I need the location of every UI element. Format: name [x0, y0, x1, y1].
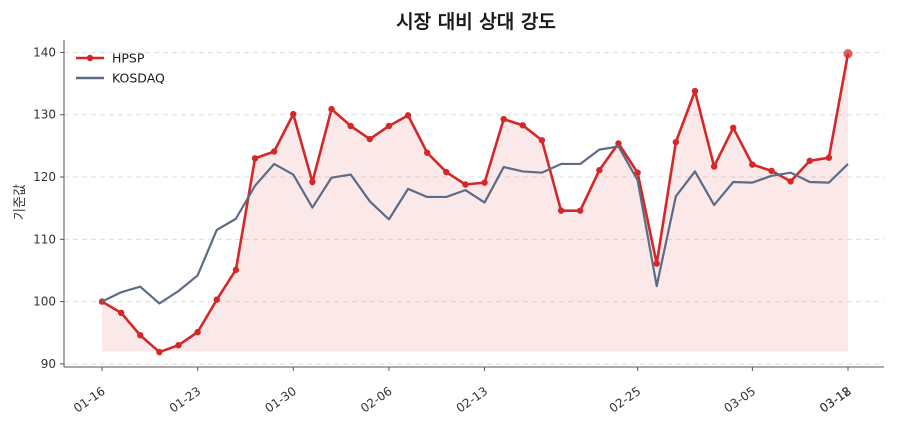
data-point-hpsp: [117, 309, 125, 317]
data-point-hpsp: [385, 122, 393, 130]
data-point-hpsp: [423, 149, 431, 156]
legend-label-kosdaq: KOSDAQ: [112, 71, 165, 86]
data-point-hpsp: [825, 154, 833, 161]
data-point-hpsp: [366, 135, 373, 143]
grid: [64, 51, 884, 365]
data-point-hpsp: [596, 166, 603, 174]
data-point-hpsp: [270, 148, 278, 155]
data-point-hpsp: [328, 105, 335, 113]
area-fill-layer: [102, 53, 848, 353]
data-point-hpsp: [213, 296, 220, 303]
data-point-hpsp: [404, 112, 412, 119]
data-point-hpsp: [691, 87, 699, 95]
x-tick-label: 03-05: [721, 384, 758, 415]
chart-title: 시장 대비 상대 강도: [396, 11, 556, 33]
data-point-hpsp: [557, 207, 565, 214]
data-point-hpsp: [290, 110, 297, 118]
data-point-hpsp: [251, 155, 259, 162]
data-point-hpsp: [806, 157, 813, 165]
data-point-hpsp: [500, 115, 507, 123]
legend: HPSP KOSDAQ: [76, 51, 165, 86]
x-tick-label: 03-18: [817, 384, 854, 415]
data-point-hpsp: [156, 348, 163, 356]
x-tick-label: 01-30: [262, 384, 299, 415]
y-tick-label: 130: [33, 108, 56, 122]
series-line-hpsp: [101, 53, 850, 354]
series-layer: [98, 49, 853, 356]
data-point-hpsp: [787, 178, 794, 185]
y-tick-label: 110: [33, 232, 56, 246]
x-tick-label: 02-25: [607, 384, 644, 415]
data-point-hpsp: [653, 260, 660, 267]
data-point-hpsp: [462, 181, 469, 188]
data-point-hpsp: [519, 122, 527, 129]
data-point-hpsp: [768, 167, 775, 174]
data-point-hpsp: [137, 332, 144, 339]
data-point-hpsp: [672, 138, 680, 146]
data-point-hpsp: [577, 207, 584, 214]
x-tick-label: 01-16: [71, 384, 108, 415]
data-point-hpsp: [347, 122, 354, 130]
data-point-hpsp: [538, 137, 546, 144]
y-tick-label: 120: [33, 170, 56, 184]
data-point-hpsp: [175, 342, 182, 349]
data-point-hpsp: [232, 266, 240, 274]
data-point-hpsp: [194, 328, 201, 336]
data-point-hpsp: [710, 163, 718, 170]
y-tick-label: 140: [33, 45, 56, 59]
legend-marker-hpsp: [86, 54, 94, 62]
data-point-hpsp: [309, 178, 316, 186]
area-fill-hpsp: [102, 53, 848, 353]
data-point-hpsp: [634, 169, 641, 176]
data-point-hpsp: [615, 140, 622, 147]
legend-label-hpsp: HPSP: [112, 51, 145, 66]
y-axis-label: 기준값: [13, 184, 28, 220]
data-point-hpsp: [443, 168, 450, 176]
data-point-hpsp: [730, 124, 737, 132]
data-point-hpsp: [843, 49, 853, 59]
y-tick-label: 100: [33, 295, 56, 309]
data-point-hpsp: [749, 161, 756, 168]
x-tick-label: 02-06: [358, 384, 395, 415]
series-line-kosdaq: [101, 145, 849, 305]
x-tick-label: 01-23: [167, 384, 204, 415]
x-tick-label: 02-13: [454, 384, 491, 415]
y-tick-label: 90: [41, 357, 56, 371]
data-point-hpsp: [481, 179, 488, 186]
axes: [60, 40, 884, 371]
